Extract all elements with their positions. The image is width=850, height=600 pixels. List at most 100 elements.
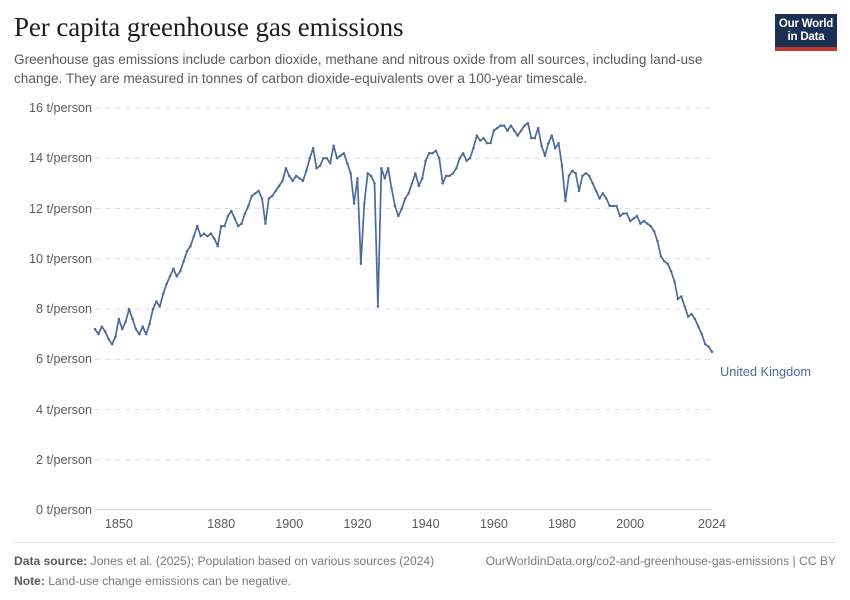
x-axis-tick-label: 1880	[207, 517, 236, 531]
data-point	[284, 167, 288, 170]
data-point	[294, 174, 298, 178]
data-point	[141, 325, 144, 328]
data-point	[93, 327, 97, 331]
data-point	[271, 194, 274, 198]
data-point	[492, 129, 496, 132]
y-axis-labels: 0 t/person 2 t/person 4 t/person 6 t/person…	[0, 98, 92, 517]
data-point	[359, 262, 363, 266]
footer-note-text: Land-use change emissions can be negativ…	[48, 573, 291, 588]
data-point	[400, 207, 404, 210]
data-point	[570, 169, 574, 173]
x-axis-tick-label: 1900	[275, 517, 304, 531]
data-point	[127, 307, 131, 311]
data-point	[594, 189, 598, 193]
page-title: Per capita greenhouse gas emissions	[14, 12, 404, 42]
data-point	[298, 177, 301, 180]
y-axis-tick-label: 16 t/person	[28, 101, 92, 115]
logo-line-1: Our World	[778, 18, 834, 30]
data-point	[577, 189, 581, 193]
data-point	[628, 219, 632, 223]
data-point	[291, 179, 294, 183]
data-point	[308, 157, 312, 160]
data-point	[196, 224, 199, 228]
owid-logo[interactable]: Our World in Data	[775, 14, 837, 51]
data-point	[611, 204, 615, 208]
logo-line-2: in Data	[787, 30, 825, 43]
data-point	[165, 282, 168, 286]
data-point	[605, 197, 608, 200]
data-point	[588, 174, 591, 178]
data-point	[567, 174, 571, 178]
data-point	[305, 169, 308, 173]
data-point	[502, 124, 506, 127]
data-point	[223, 224, 226, 228]
data-point	[236, 224, 240, 228]
data-point	[213, 237, 216, 240]
data-point	[434, 149, 438, 152]
data-point	[557, 141, 560, 145]
data-point	[97, 332, 100, 336]
data-point	[363, 202, 366, 205]
data-point	[264, 222, 267, 225]
data-point	[581, 174, 584, 178]
data-point	[250, 194, 254, 198]
data-point	[448, 174, 451, 178]
x-axis-tick-label: 2000	[616, 517, 645, 531]
data-point	[673, 280, 676, 283]
chart-subtitle: Greenhouse gas emissions include carbon …	[14, 52, 703, 86]
data-point	[185, 249, 189, 253]
data-point	[301, 179, 305, 183]
data-point	[656, 239, 659, 243]
x-axis-tick-label: 1960	[479, 517, 508, 531]
data-point	[632, 217, 635, 220]
footer-source-label: Data source:	[14, 554, 88, 568]
footer-source-text: Jones et al. (2025); Population based on…	[90, 554, 435, 568]
data-point	[485, 141, 489, 145]
plot-area[interactable]: 0 t/person 2 t/person 4 t/person 6 t/person…	[0, 98, 850, 533]
data-point	[649, 224, 652, 228]
data-point	[615, 204, 618, 208]
data-point	[110, 342, 114, 346]
data-point	[325, 157, 329, 160]
footer-link[interactable]: OurWorldinData.org/co2-and-greenhouse-ga…	[485, 554, 836, 568]
data-point	[144, 332, 148, 336]
series-line-0	[94, 122, 713, 353]
data-point	[346, 162, 349, 165]
data-point	[393, 204, 397, 208]
data-point	[533, 136, 536, 140]
data-point	[669, 270, 673, 273]
chart-footer: OurWorldinData.org/co2-and-greenhouse-ga…	[14, 542, 836, 590]
data-point	[199, 234, 202, 238]
data-point	[161, 292, 165, 296]
series-label-united-kingdom[interactable]: United Kingdom	[720, 363, 812, 379]
data-point	[260, 197, 264, 200]
data-point	[383, 177, 386, 180]
data-point	[506, 129, 509, 132]
data-point	[403, 197, 407, 200]
data-point	[438, 157, 441, 160]
data-point	[390, 187, 393, 190]
data-point	[536, 126, 540, 130]
series-paths	[93, 121, 714, 353]
data-point	[564, 199, 567, 203]
data-point	[495, 126, 499, 130]
data-point	[189, 244, 192, 248]
y-axis-tick-label: 10 t/person	[28, 251, 92, 266]
data-point	[151, 307, 155, 311]
data-point	[693, 317, 697, 321]
x-axis-tick-label: 2024	[697, 517, 727, 531]
data-point	[526, 121, 530, 125]
data-point	[274, 189, 277, 193]
data-point	[138, 332, 141, 336]
y-axis-tick-label: 2 t/person	[35, 452, 92, 467]
data-point	[414, 172, 417, 175]
data-point	[574, 172, 577, 175]
y-axis-tick-label: 0 t/person	[35, 503, 92, 517]
data-point	[455, 167, 458, 170]
data-point	[666, 262, 669, 266]
x-axis-tick-label: 1980	[547, 517, 577, 531]
data-point	[311, 146, 315, 150]
data-point	[328, 162, 332, 165]
data-point	[424, 159, 427, 163]
